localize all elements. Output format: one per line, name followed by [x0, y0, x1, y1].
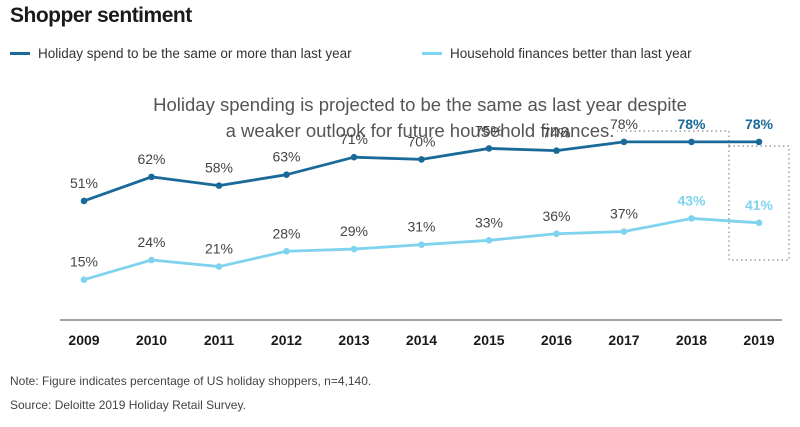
legend-label-finances: Household finances better than last year: [450, 46, 692, 61]
data-label: 78%: [610, 116, 638, 132]
data-point: [215, 263, 223, 270]
data-point: [755, 138, 763, 146]
highlight-box-2019: [728, 145, 790, 261]
data-point: [283, 247, 290, 255]
x-tick-label: 2014: [406, 332, 437, 348]
data-point: [418, 156, 425, 163]
data-label: 62%: [137, 151, 165, 167]
data-label: 51%: [70, 175, 98, 191]
data-label: 33%: [475, 214, 503, 230]
data-point: [80, 276, 88, 283]
x-tick-label: 2013: [338, 332, 369, 348]
x-tick-label: 2010: [136, 332, 167, 348]
data-label: 70%: [407, 133, 435, 149]
annotation-line-1: Holiday spending is projected to be the …: [153, 94, 687, 115]
data-label: 29%: [340, 223, 368, 239]
data-point: [80, 197, 88, 205]
x-tick-label: 2019: [743, 332, 774, 348]
data-point: [148, 173, 155, 181]
data-point: [485, 237, 493, 244]
x-tick-label: 2016: [541, 332, 572, 348]
legend-swatch-spend: [10, 52, 30, 55]
x-tick-label: 2012: [271, 332, 302, 348]
data-label: 75%: [475, 122, 503, 138]
data-point: [620, 138, 628, 146]
chart-title: Shopper sentiment: [10, 4, 192, 27]
x-tick-label: 2017: [608, 332, 639, 348]
data-label: 15%: [70, 254, 98, 270]
footnote-source: Source: Deloitte 2019 Holiday Retail Sur…: [10, 398, 246, 412]
data-point: [215, 182, 223, 189]
data-label: 31%: [407, 219, 435, 235]
data-label: 21%: [205, 241, 233, 257]
data-label: 63%: [272, 149, 300, 165]
x-tick-label: 2011: [204, 332, 235, 348]
data-label: 78%: [745, 116, 774, 132]
data-point: [553, 147, 560, 154]
data-point: [350, 153, 358, 161]
data-label: 74%: [542, 125, 570, 141]
data-point: [148, 256, 155, 264]
x-tick-label: 2015: [473, 332, 504, 348]
series-line-spend: [83, 140, 759, 203]
data-label: 58%: [205, 160, 233, 176]
data-label: 37%: [610, 206, 638, 222]
data-label: 78%: [677, 116, 706, 132]
data-point: [350, 245, 358, 253]
data-point: [485, 145, 493, 152]
annotation-connector: [617, 130, 730, 146]
data-label: 36%: [542, 208, 570, 224]
legend-label-spend: Holiday spend to be the same or more tha…: [38, 46, 352, 61]
x-tick-label: 2018: [676, 332, 707, 348]
annotation-line-2: a weaker outlook for future household fi…: [225, 120, 615, 141]
data-point: [755, 219, 763, 227]
x-tick-label: 2009: [68, 332, 99, 348]
footnote-note: Note: Figure indicates percentage of US …: [10, 374, 372, 388]
data-label: 41%: [745, 197, 774, 213]
legend-item-spend: Holiday spend to be the same or more tha…: [10, 46, 352, 61]
data-point: [688, 215, 695, 222]
legend-item-finances: Household finances better than last year: [422, 46, 692, 61]
data-label: 28%: [272, 225, 300, 241]
data-point: [688, 138, 695, 146]
data-label: 43%: [677, 192, 706, 208]
data-point: [620, 228, 628, 235]
data-label: 71%: [340, 131, 368, 147]
data-point: [418, 241, 425, 248]
legend-swatch-finances: [422, 52, 442, 55]
data-point: [553, 230, 560, 238]
chart-annotation: Holiday spending is projected to be the …: [150, 92, 690, 144]
data-point: [283, 171, 290, 178]
data-label: 24%: [137, 234, 165, 250]
